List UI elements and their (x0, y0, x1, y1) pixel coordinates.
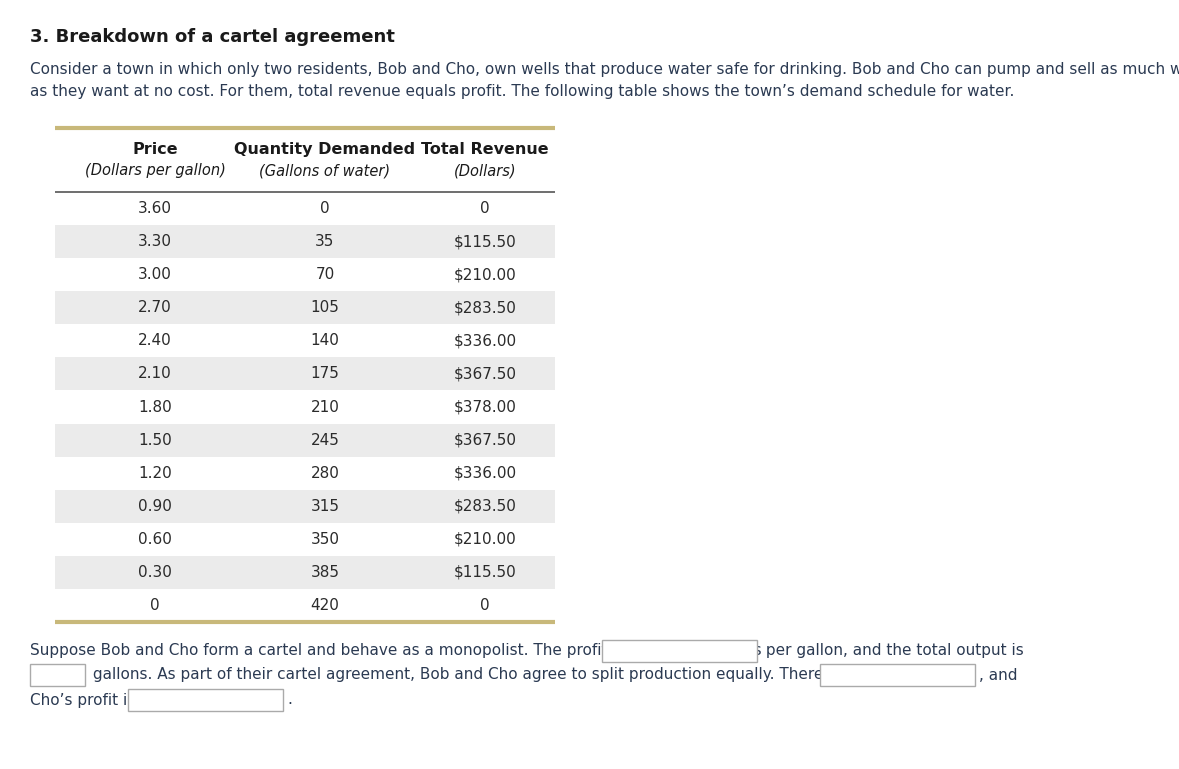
Text: 175: 175 (310, 366, 340, 381)
Text: $: $ (823, 667, 832, 683)
Text: $115.50: $115.50 (454, 234, 516, 249)
Text: 0.60: 0.60 (138, 532, 172, 547)
Bar (819, 664, 975, 686)
Text: $367.50: $367.50 (454, 366, 516, 381)
Text: 35: 35 (315, 234, 335, 249)
Text: , and: , and (979, 667, 1017, 683)
Text: 2.10: 2.10 (138, 366, 172, 381)
Text: Consider a town in which only two residents, Bob and Cho, own wells that produce: Consider a town in which only two reside… (29, 62, 1179, 77)
Text: $: $ (131, 693, 141, 707)
Bar (29, 664, 85, 686)
Text: 350: 350 (310, 532, 340, 547)
Text: Quantity Demanded: Quantity Demanded (235, 142, 415, 157)
Text: 420: 420 (310, 598, 340, 613)
Text: $367.50: $367.50 (454, 433, 516, 448)
Text: 1.20: 1.20 (138, 466, 172, 481)
Text: 3.30: 3.30 (138, 234, 172, 249)
Text: $: $ (605, 644, 614, 658)
Text: 0: 0 (150, 598, 160, 613)
Text: .: . (288, 693, 292, 707)
Text: (Dollars): (Dollars) (454, 163, 516, 178)
Text: $336.00: $336.00 (454, 466, 516, 481)
Bar (55, 556, 555, 589)
Bar (602, 640, 757, 662)
Bar (55, 358, 555, 391)
Text: 105: 105 (310, 300, 340, 315)
Text: $210.00: $210.00 (454, 532, 516, 547)
Text: 3. Breakdown of a cartel agreement: 3. Breakdown of a cartel agreement (29, 28, 395, 46)
Text: 3.60: 3.60 (138, 201, 172, 216)
Text: 0: 0 (480, 598, 489, 613)
Text: 0: 0 (480, 201, 489, 216)
Text: (Dollars per gallon): (Dollars per gallon) (85, 163, 225, 178)
Text: $115.50: $115.50 (454, 565, 516, 580)
Text: $283.50: $283.50 (454, 499, 516, 514)
Text: 280: 280 (310, 466, 340, 481)
Text: 315: 315 (310, 499, 340, 514)
Text: $210.00: $210.00 (454, 267, 516, 282)
Text: $336.00: $336.00 (454, 333, 516, 348)
Bar (55, 225, 555, 258)
Bar (55, 490, 555, 523)
Text: 2.70: 2.70 (138, 300, 172, 315)
Text: $378.00: $378.00 (454, 400, 516, 414)
Text: $283.50: $283.50 (454, 300, 516, 315)
Text: 70: 70 (315, 267, 335, 282)
Text: per gallon, and the total output is: per gallon, and the total output is (760, 644, 1023, 658)
Text: 245: 245 (310, 433, 340, 448)
Text: 0.90: 0.90 (138, 499, 172, 514)
Text: as they want at no cost. For them, total revenue equals profit. The following ta: as they want at no cost. For them, total… (29, 84, 1014, 99)
Text: Cho’s profit is: Cho’s profit is (29, 693, 140, 707)
Text: 1.50: 1.50 (138, 433, 172, 448)
Text: Suppose Bob and Cho form a cartel and behave as a monopolist. The profit-maximiz: Suppose Bob and Cho form a cartel and be… (29, 644, 766, 658)
Bar (129, 689, 283, 711)
Text: 385: 385 (310, 565, 340, 580)
Text: 0: 0 (321, 201, 330, 216)
Bar (55, 424, 555, 457)
Text: Price: Price (132, 142, 178, 157)
Text: 3.00: 3.00 (138, 267, 172, 282)
Text: 1.80: 1.80 (138, 400, 172, 414)
Text: Total Revenue: Total Revenue (421, 142, 548, 157)
Text: gallons. As part of their cartel agreement, Bob and Cho agree to split productio: gallons. As part of their cartel agreeme… (88, 667, 974, 683)
Text: (Gallons of water): (Gallons of water) (259, 163, 390, 178)
Text: 140: 140 (310, 333, 340, 348)
Text: 0.30: 0.30 (138, 565, 172, 580)
Text: 210: 210 (310, 400, 340, 414)
Bar (55, 291, 555, 325)
Text: 2.40: 2.40 (138, 333, 172, 348)
